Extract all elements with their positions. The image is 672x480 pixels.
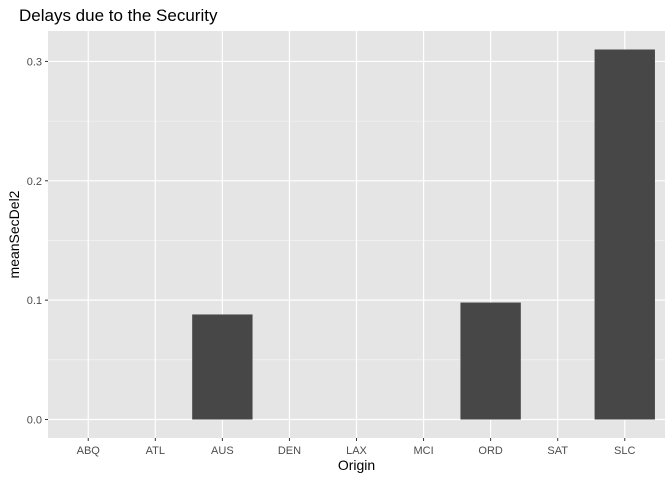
- bar-ord: [460, 302, 521, 420]
- x-tick-label: ORD: [478, 445, 503, 457]
- bar-slc: [594, 49, 655, 420]
- bar-aus: [192, 314, 253, 420]
- x-tick-label: SLC: [614, 445, 635, 457]
- bars: [192, 49, 655, 420]
- x-tick-label: SAT: [547, 445, 568, 457]
- x-axis-title: Origin: [338, 457, 375, 473]
- y-axis: 0.0 0.1 0.2 0.3: [27, 56, 48, 427]
- x-axis: ABQ ATL AUS DEN LAX MCI ORD SAT SLC: [77, 438, 636, 457]
- y-tick-label: 0.2: [27, 176, 42, 188]
- chart-title: Delays due to the Security: [19, 6, 218, 25]
- y-tick-label: 0.3: [27, 56, 42, 68]
- y-axis-title: meanSecDel2: [6, 190, 22, 278]
- x-tick-label: LAX: [346, 445, 367, 457]
- y-tick-label: 0.1: [27, 295, 42, 307]
- x-tick-label: MCI: [413, 445, 433, 457]
- x-tick-label: ABQ: [77, 445, 101, 457]
- x-tick-label: ATL: [146, 445, 165, 457]
- x-tick-label: AUS: [211, 445, 234, 457]
- x-tick-label: DEN: [278, 445, 301, 457]
- y-tick-label: 0.0: [27, 415, 42, 427]
